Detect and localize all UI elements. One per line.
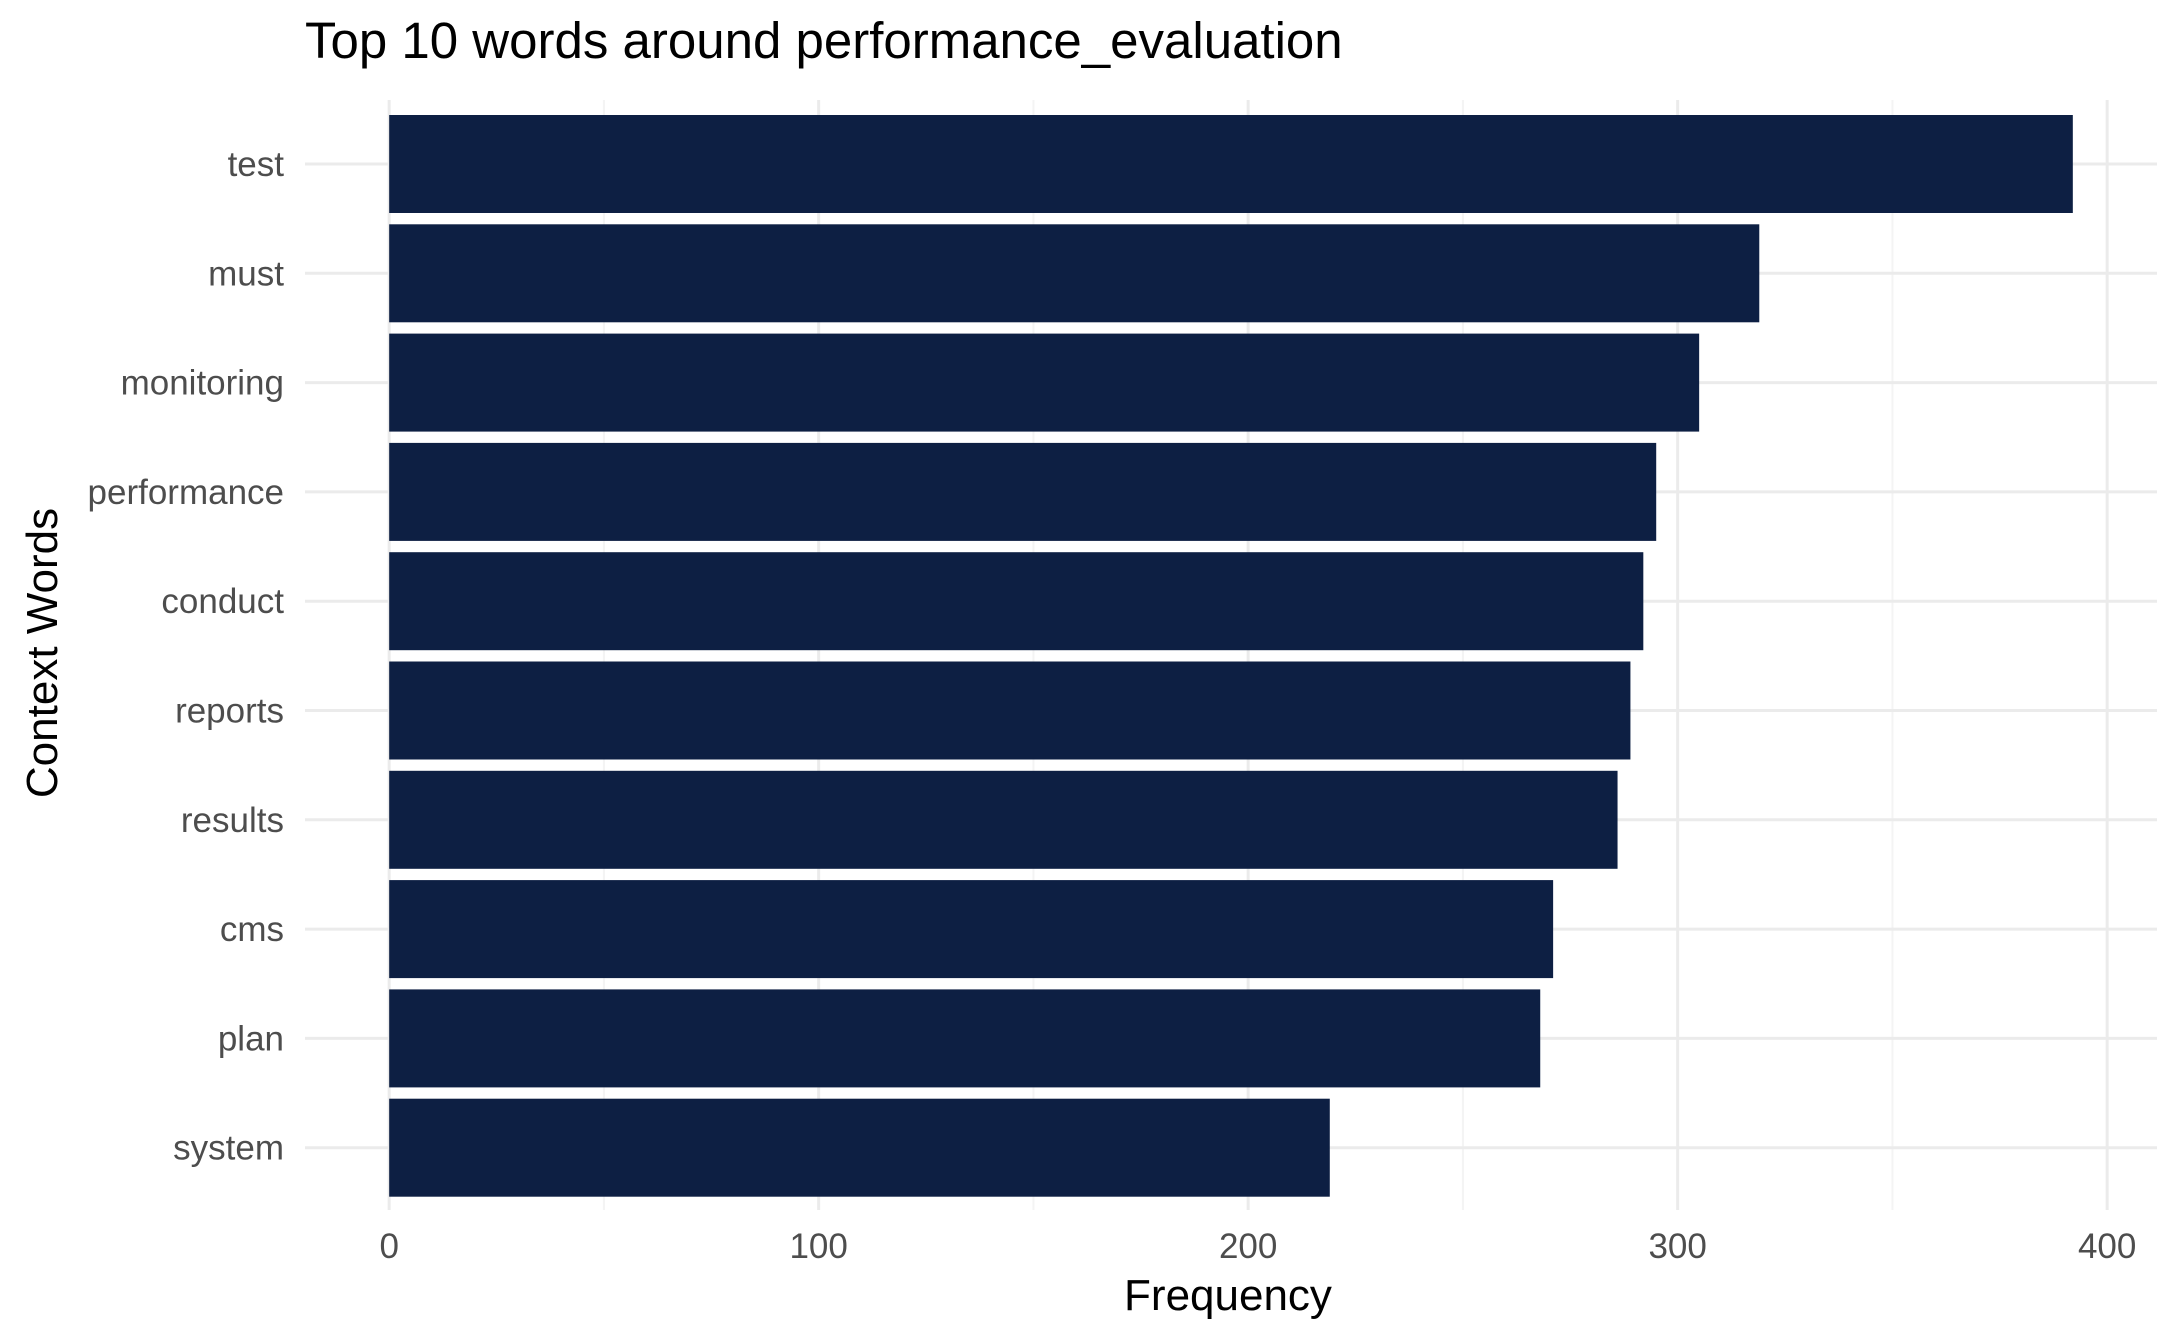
x-tick-label: 400 [2078,1227,2136,1266]
y-tick-label: must [208,254,284,293]
bar-reports [389,661,1631,760]
y-tick-label: system [173,1129,284,1168]
y-tick-label: reports [175,692,284,731]
y-tick-label: results [181,801,284,840]
bar-system [389,1098,1330,1197]
bar-cms [389,880,1554,979]
y-tick-label: cms [220,910,284,949]
y-tick-label: performance [88,473,284,512]
bar-test [389,115,2073,213]
bar-results [389,770,1618,869]
bar-must [389,224,1760,323]
bar-conduct [389,552,1644,651]
x-tick-label: 100 [789,1227,847,1266]
x-axis-label: Frequency [1124,1271,1332,1320]
x-tick-labels: 0 100 200 300 400 [379,1227,2136,1266]
y-axis-label: Context Words [18,508,67,798]
y-tick-label: conduct [161,582,284,621]
x-tick-label: 300 [1648,1227,1706,1266]
bars-layer [389,115,2073,1197]
bar-monitoring [389,333,1700,432]
x-tick-label: 200 [1219,1227,1277,1266]
y-tick-label: plan [218,1019,284,1058]
chart-title: Top 10 words around performance_evaluati… [305,12,1343,69]
y-tick-labels: test must monitoring performance conduct repo… [88,145,285,1168]
y-tick-label: monitoring [121,364,284,403]
bar-plan [389,989,1541,1088]
x-tick-label: 0 [379,1227,398,1266]
y-tick-label: test [228,145,285,184]
bar-performance [389,442,1657,541]
